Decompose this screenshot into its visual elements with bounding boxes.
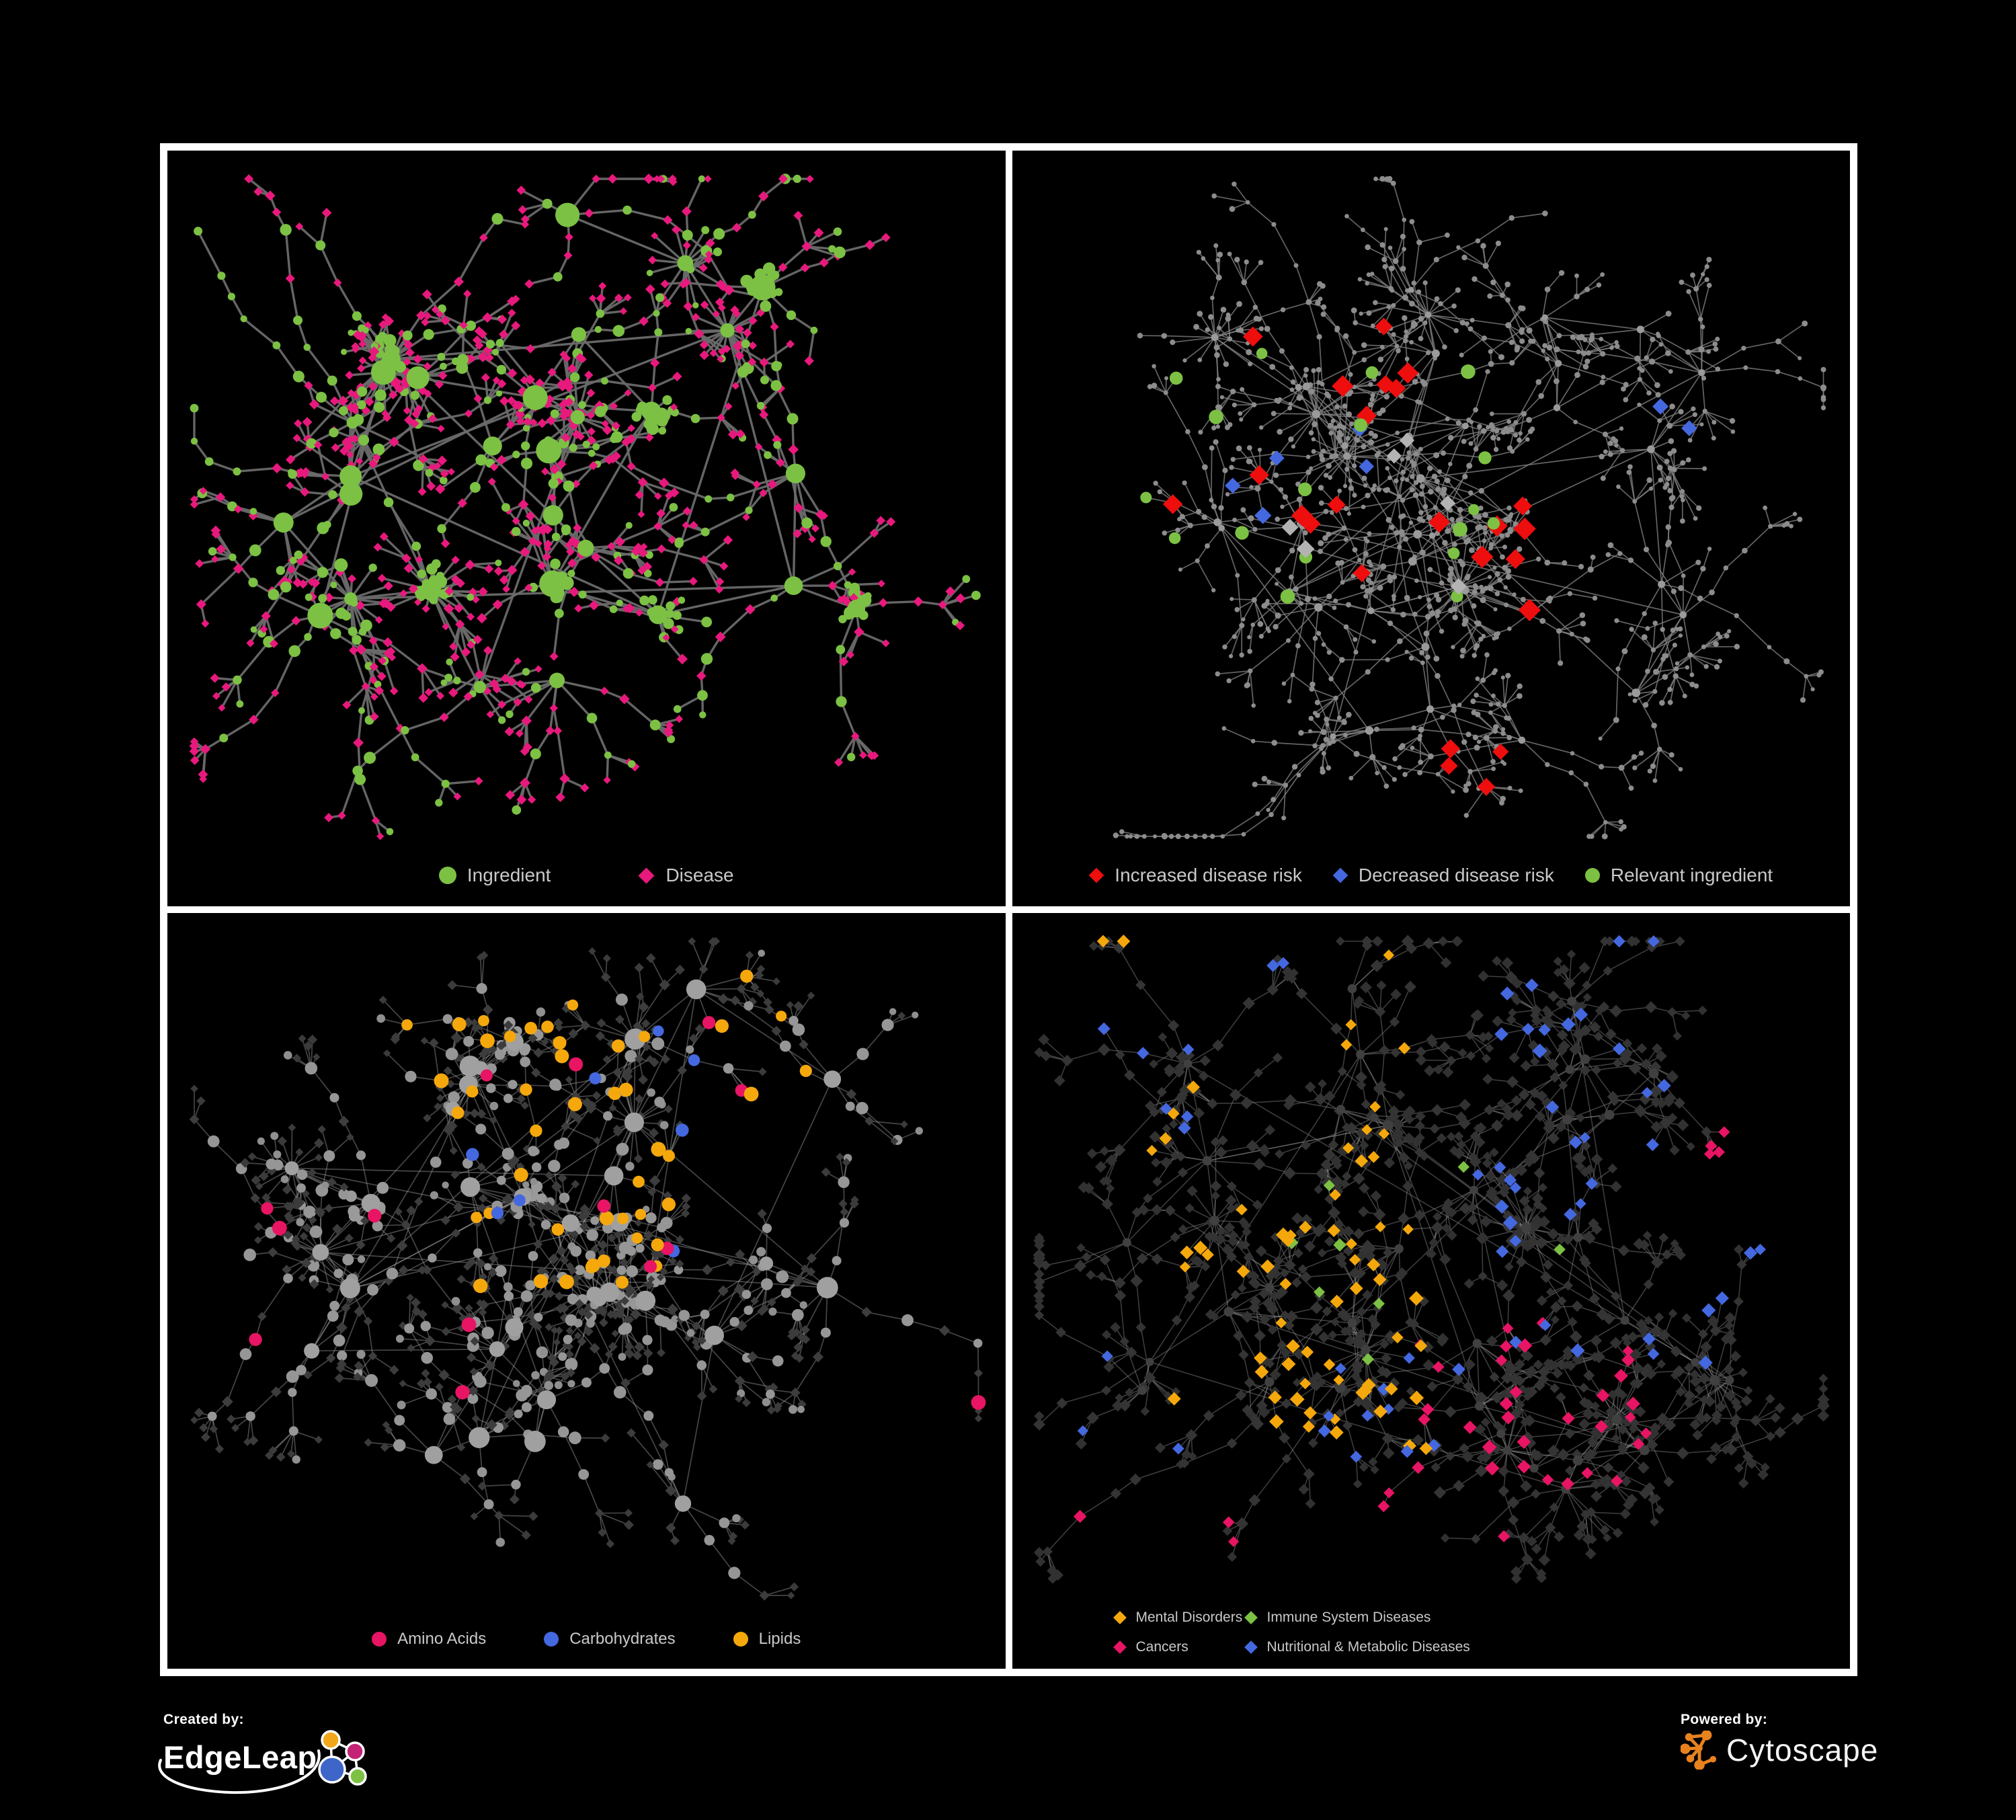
legend-item-carbohydrates: Carbohydrates xyxy=(544,1630,676,1649)
legend-label: Relevant ingredient xyxy=(1610,865,1773,885)
legend-label: Immune System Diseases xyxy=(1266,1610,1431,1625)
legend-item-mental-disorders: Mental Disorders xyxy=(1113,1610,1244,1626)
legend-nutrient-classes: Amino Acids Carbohydrates Lipids xyxy=(167,1630,1006,1649)
legend-label: Carbohydrates xyxy=(569,1630,676,1648)
circle-marker-icon xyxy=(438,867,456,884)
edgeleap-wordmark: EdgeLeap xyxy=(163,1739,317,1775)
edgeleap-credit: Created by: EdgeLeap xyxy=(158,1712,392,1796)
legend-row: Increased disease risk Decreased disease … xyxy=(1088,865,1773,886)
cytoscape-logo-icon xyxy=(1681,1731,1717,1770)
network-graph-nutrient-classes xyxy=(189,937,986,1601)
legend-item-cancers: Cancers xyxy=(1113,1639,1244,1655)
legend-item-decreased-disease-risk: Decreased disease risk xyxy=(1332,865,1554,886)
legend-item-relevant-ingredient: Relevant ingredient xyxy=(1584,865,1773,886)
legend-label: Mental Disorders xyxy=(1135,1610,1243,1625)
cytoscape-credit: Powered by: Cytoscape xyxy=(1681,1712,1896,1770)
legend-item-increased-disease-risk: Increased disease risk xyxy=(1088,865,1302,886)
legend-label: Decreased disease risk xyxy=(1358,865,1554,885)
network-panel-disease-classes: Mental Disorders Immune System Diseases Ca… xyxy=(1012,913,1850,1669)
legend-row: Amino Acids Carbohydrates Lipids xyxy=(372,1630,801,1649)
legend-item-lipids: Lipids xyxy=(733,1630,801,1649)
diamond-marker-icon xyxy=(1244,1640,1258,1654)
legend-label: Ingredient xyxy=(467,865,551,885)
legend-item-immune-system-diseases: Immune System Diseases xyxy=(1244,1610,1431,1626)
legend-label: Disease xyxy=(666,865,734,885)
legend-row: Ingredient Disease xyxy=(438,865,734,886)
legend-label: Amino Acids xyxy=(397,1630,487,1648)
legend-item-disease: Disease xyxy=(638,865,734,886)
circle-marker-icon xyxy=(372,1632,387,1647)
legend-item-ingredient: Ingredient xyxy=(438,865,551,886)
diamond-marker-icon xyxy=(1113,1611,1127,1624)
diamond-marker-icon xyxy=(638,867,655,884)
diamond-marker-icon xyxy=(1332,867,1348,883)
panel-grid: Ingredient Disease Increased disease risk… xyxy=(160,143,1857,1676)
legend-ingredient-disease: Ingredient Disease xyxy=(167,865,1006,886)
network-graph-disease-risk xyxy=(1113,175,1826,840)
cytoscape-wordmark: Cytoscape xyxy=(1726,1733,1879,1768)
powered-by-label: Powered by: xyxy=(1681,1712,1768,1727)
legend-disease-risk: Increased disease risk Decreased disease … xyxy=(1012,865,1851,886)
network-panel-nutrient-classes: Amino Acids Carbohydrates Lipids xyxy=(167,913,1006,1669)
circle-marker-icon xyxy=(733,1632,748,1647)
edgeleap-logo-icon xyxy=(317,1730,367,1786)
diamond-marker-icon xyxy=(1113,1640,1127,1654)
network-graph-disease-classes xyxy=(1033,935,1830,1584)
created-by-label: Created by: xyxy=(163,1712,244,1727)
circle-marker-icon xyxy=(544,1632,559,1647)
legend-item-nutritional-metabolic-diseases: Nutritional & Metabolic Diseases xyxy=(1244,1639,1470,1655)
legend-label: Lipids xyxy=(758,1630,801,1648)
legend-label: Increased disease risk xyxy=(1115,865,1302,885)
legend-disease-classes: Mental Disorders Immune System Diseases Ca… xyxy=(1113,1610,1470,1655)
legend-item-amino-acids: Amino Acids xyxy=(372,1630,486,1649)
network-panel-disease-risk: Increased disease risk Decreased disease … xyxy=(1012,151,1851,906)
legend-row: Mental Disorders Immune System Diseases xyxy=(1113,1610,1431,1626)
diamond-marker-icon xyxy=(1244,1611,1258,1624)
circle-marker-icon xyxy=(1584,868,1600,883)
legend-label: Cancers xyxy=(1135,1639,1188,1655)
edgeleap-lockup: EdgeLeap xyxy=(163,1730,392,1796)
cytoscape-lockup: Cytoscape xyxy=(1681,1731,1896,1770)
network-panel-ingredient-disease: Ingredient Disease xyxy=(167,151,1006,906)
legend-label: Nutritional & Metabolic Diseases xyxy=(1266,1639,1470,1655)
legend-row: Cancers Nutritional & Metabolic Diseases xyxy=(1113,1639,1470,1655)
network-graph-ingredient-disease xyxy=(189,173,981,840)
diamond-marker-icon xyxy=(1088,867,1104,883)
